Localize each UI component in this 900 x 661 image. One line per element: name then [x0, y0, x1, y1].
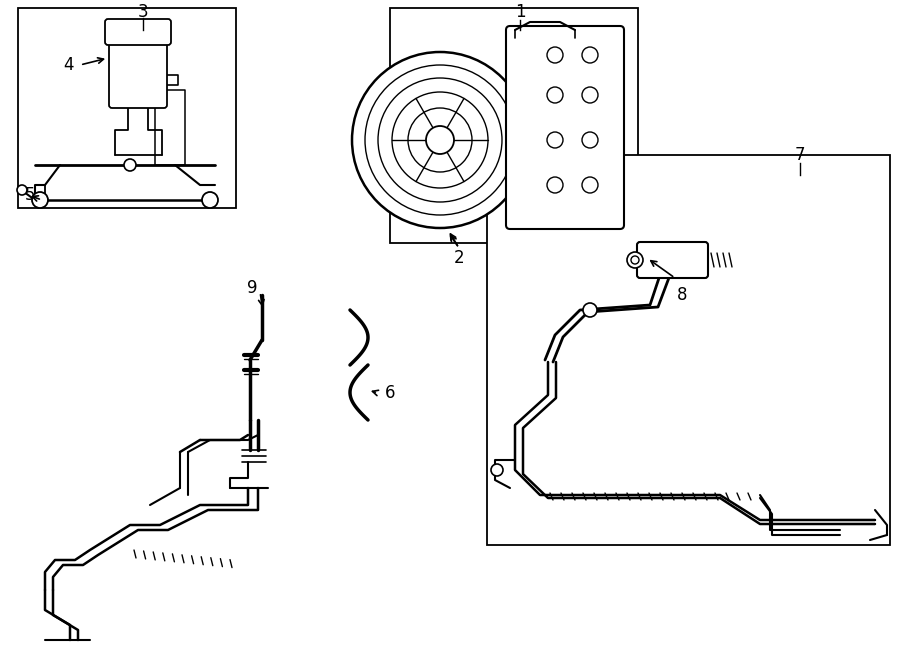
- FancyBboxPatch shape: [637, 242, 708, 278]
- Circle shape: [17, 185, 27, 195]
- Circle shape: [32, 192, 48, 208]
- Circle shape: [547, 87, 563, 103]
- Circle shape: [352, 52, 528, 228]
- Circle shape: [408, 108, 472, 172]
- Circle shape: [547, 47, 563, 63]
- Text: 6: 6: [385, 384, 395, 402]
- Circle shape: [582, 177, 598, 193]
- Circle shape: [627, 252, 643, 268]
- FancyBboxPatch shape: [105, 19, 171, 45]
- Bar: [18, 8, 236, 208]
- Circle shape: [202, 192, 218, 208]
- Circle shape: [378, 78, 502, 202]
- Bar: [487, 155, 890, 545]
- Text: 4: 4: [63, 56, 73, 74]
- Text: 9: 9: [247, 279, 257, 297]
- FancyBboxPatch shape: [506, 26, 624, 229]
- Circle shape: [124, 159, 136, 171]
- Circle shape: [631, 256, 639, 264]
- FancyBboxPatch shape: [109, 27, 167, 108]
- Text: 2: 2: [454, 249, 464, 267]
- Circle shape: [491, 464, 503, 476]
- Circle shape: [547, 132, 563, 148]
- Circle shape: [583, 303, 597, 317]
- Circle shape: [365, 65, 515, 215]
- Circle shape: [426, 126, 454, 154]
- Bar: [390, 8, 638, 243]
- Circle shape: [547, 177, 563, 193]
- Text: 7: 7: [795, 146, 806, 164]
- Text: 1: 1: [515, 3, 526, 21]
- Circle shape: [392, 92, 488, 188]
- Circle shape: [582, 87, 598, 103]
- Circle shape: [582, 47, 598, 63]
- Text: 8: 8: [677, 286, 688, 304]
- Text: 5: 5: [25, 186, 35, 204]
- Circle shape: [582, 132, 598, 148]
- Text: 3: 3: [138, 3, 148, 21]
